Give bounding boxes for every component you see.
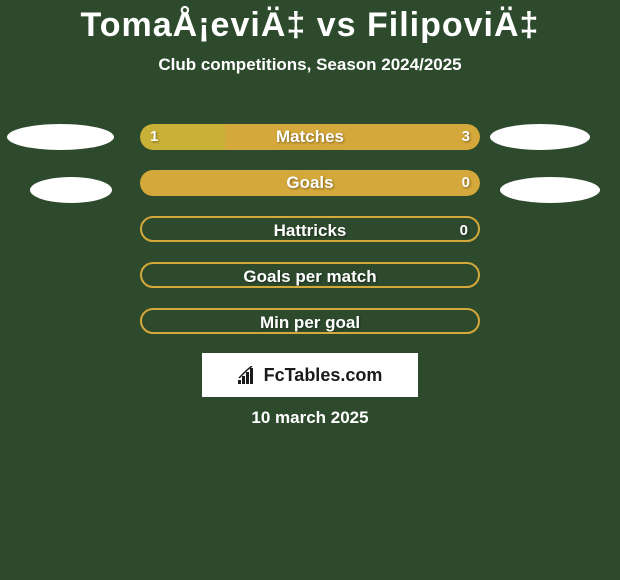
player2-avatar-2 bbox=[500, 177, 600, 203]
bar-value-right: 0 bbox=[462, 170, 470, 196]
stat-bars: Matches13Goals0Hattricks0Goals per match… bbox=[140, 124, 480, 354]
bar-value-left: 1 bbox=[150, 124, 158, 150]
bar-label: Goals per match bbox=[142, 264, 478, 286]
bar-value-right: 3 bbox=[462, 124, 470, 150]
bar-label: Min per goal bbox=[142, 310, 478, 332]
bar-label: Hattricks bbox=[142, 218, 478, 240]
logo: FcTables.com bbox=[238, 365, 383, 386]
stat-bar: Goals per match bbox=[140, 262, 480, 288]
stat-bar: Min per goal bbox=[140, 308, 480, 334]
player1-avatar-2 bbox=[30, 177, 112, 203]
stats-card: TomaÅ¡eviÄ‡ vs FilipoviÄ‡ Club competiti… bbox=[0, 0, 620, 580]
date-label: 10 march 2025 bbox=[0, 408, 620, 428]
logo-text: FcTables.com bbox=[264, 365, 383, 386]
bar-label: Goals bbox=[140, 170, 480, 196]
bar-label: Matches bbox=[140, 124, 480, 150]
bar-value-right: 0 bbox=[460, 218, 468, 240]
stat-bar: Hattricks0 bbox=[140, 216, 480, 242]
stat-bar: Matches1 3 bbox=[140, 124, 480, 150]
logo-box: FcTables.com bbox=[202, 353, 418, 397]
page-title: TomaÅ¡eviÄ‡ vs FilipoviÄ‡ bbox=[0, 0, 620, 45]
page-subtitle: Club competitions, Season 2024/2025 bbox=[0, 55, 620, 75]
player2-avatar-1 bbox=[490, 124, 590, 150]
logo-icon bbox=[238, 366, 260, 384]
stat-bar: Goals0 bbox=[140, 170, 480, 196]
player1-avatar-1 bbox=[7, 124, 114, 150]
